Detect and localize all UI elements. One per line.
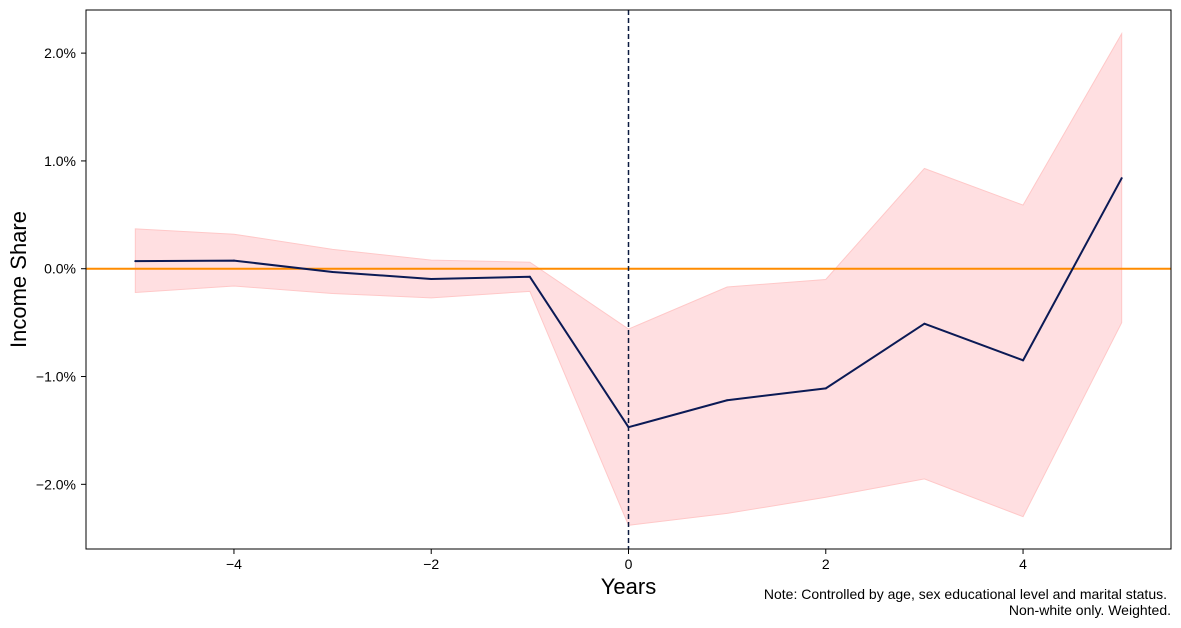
data-point	[331, 270, 334, 273]
x-tick-label: −2	[423, 556, 439, 572]
x-tick-label: 2	[822, 556, 830, 572]
data-point	[726, 399, 729, 402]
x-tick-label: −4	[226, 556, 242, 572]
data-point	[134, 260, 137, 263]
y-tick-label: 0.0%	[44, 261, 76, 277]
note-line-1: Note: Controlled by age, sex educational…	[764, 586, 1167, 602]
y-tick-label: −1.0%	[36, 369, 76, 385]
series-group	[134, 177, 1123, 429]
data-point	[528, 275, 531, 278]
plot-area	[86, 10, 1171, 549]
y-axis: −2.0% −1.0% 0.0% 1.0% 2.0%	[36, 45, 86, 492]
data-point	[923, 322, 926, 325]
note-line-2: Non-white only. Weighted.	[1009, 602, 1171, 618]
x-tick-label: 0	[625, 556, 633, 572]
x-tick-label: 4	[1019, 556, 1027, 572]
data-point	[627, 426, 630, 429]
data-point	[430, 277, 433, 280]
y-tick-label: 2.0%	[44, 45, 76, 61]
confidence-band	[134, 31, 1123, 526]
data-point	[1022, 359, 1025, 362]
x-axis-title: Years	[601, 574, 656, 599]
x-axis: −4 −2 0 2 4	[226, 549, 1027, 572]
y-axis-title: Income Share	[6, 211, 31, 348]
data-point	[1120, 177, 1123, 180]
y-tick-label: 1.0%	[44, 153, 76, 169]
data-point	[232, 259, 235, 262]
y-tick-label: −2.0%	[36, 476, 76, 492]
data-point	[824, 387, 827, 390]
